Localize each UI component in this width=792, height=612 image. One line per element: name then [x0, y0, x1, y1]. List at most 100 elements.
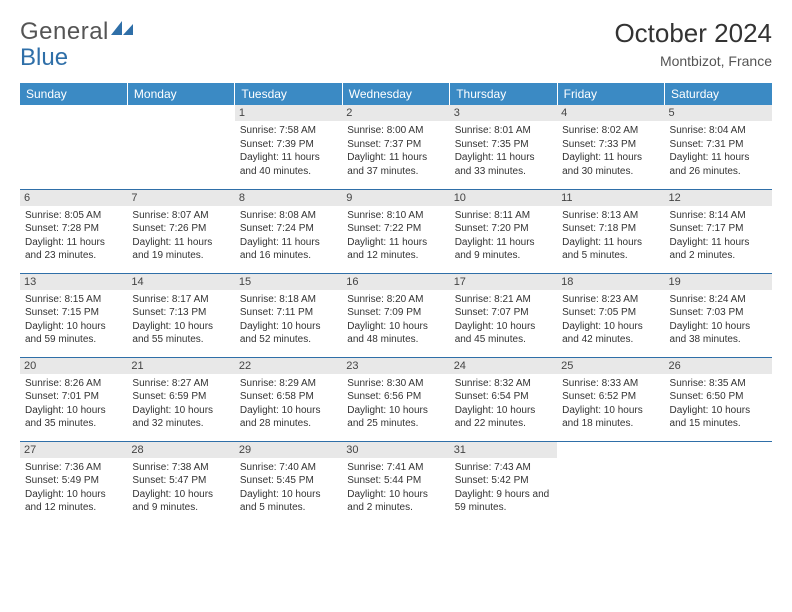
sunset-text: Sunset: 7:17 PM	[670, 222, 767, 236]
day-number: 24	[450, 358, 557, 374]
day-cell: 23Sunrise: 8:30 AMSunset: 6:56 PMDayligh…	[342, 357, 449, 441]
sunrise-text: Sunrise: 8:01 AM	[455, 124, 552, 138]
daylight-text: Daylight: 11 hours and 12 minutes.	[347, 236, 444, 263]
day-number: 21	[127, 358, 234, 374]
sunrise-text: Sunrise: 8:04 AM	[670, 124, 767, 138]
daylight-text: Daylight: 10 hours and 15 minutes.	[670, 404, 767, 431]
sunset-text: Sunset: 7:20 PM	[455, 222, 552, 236]
sunset-text: Sunset: 7:37 PM	[347, 138, 444, 152]
daylight-text: Daylight: 10 hours and 38 minutes.	[670, 320, 767, 347]
day-details: Sunrise: 8:27 AMSunset: 6:59 PMDaylight:…	[132, 377, 229, 431]
daylight-text: Daylight: 10 hours and 5 minutes.	[240, 488, 337, 515]
sunset-text: Sunset: 7:22 PM	[347, 222, 444, 236]
sunrise-text: Sunrise: 8:15 AM	[25, 293, 122, 307]
sunset-text: Sunset: 6:52 PM	[562, 390, 659, 404]
sunrise-text: Sunrise: 7:40 AM	[240, 461, 337, 475]
sunrise-text: Sunrise: 8:32 AM	[455, 377, 552, 391]
sunrise-text: Sunrise: 8:10 AM	[347, 209, 444, 223]
daylight-text: Daylight: 11 hours and 5 minutes.	[562, 236, 659, 263]
daylight-text: Daylight: 10 hours and 2 minutes.	[347, 488, 444, 515]
day-cell: 28Sunrise: 7:38 AMSunset: 5:47 PMDayligh…	[127, 441, 234, 525]
day-details: Sunrise: 8:24 AMSunset: 7:03 PMDaylight:…	[670, 293, 767, 347]
calendar-table: Sunday Monday Tuesday Wednesday Thursday…	[20, 83, 772, 525]
day-details: Sunrise: 8:05 AMSunset: 7:28 PMDaylight:…	[25, 209, 122, 263]
day-number: 20	[20, 358, 127, 374]
sunset-text: Sunset: 7:03 PM	[670, 306, 767, 320]
sunset-text: Sunset: 7:15 PM	[25, 306, 122, 320]
sunset-text: Sunset: 7:33 PM	[562, 138, 659, 152]
day-cell: 12Sunrise: 8:14 AMSunset: 7:17 PMDayligh…	[665, 189, 772, 273]
day-number: 26	[665, 358, 772, 374]
sunrise-text: Sunrise: 8:35 AM	[670, 377, 767, 391]
day-details: Sunrise: 8:21 AMSunset: 7:07 PMDaylight:…	[455, 293, 552, 347]
daylight-text: Daylight: 10 hours and 25 minutes.	[347, 404, 444, 431]
dayhead-tue: Tuesday	[235, 83, 342, 105]
day-cell: 10Sunrise: 8:11 AMSunset: 7:20 PMDayligh…	[450, 189, 557, 273]
sunset-text: Sunset: 6:54 PM	[455, 390, 552, 404]
day-cell: 25 Sunrise: 8:33 AMSunset: 6:52 PMDayligh…	[557, 357, 664, 441]
day-details: Sunrise: 8:08 AMSunset: 7:24 PMDaylight:…	[240, 209, 337, 263]
day-cell	[557, 441, 664, 525]
day-details: Sunrise: 8:33 AMSunset: 6:52 PMDaylight:…	[562, 377, 659, 431]
dayhead-mon: Monday	[127, 83, 234, 105]
week-row: 27Sunrise: 7:36 AMSunset: 5:49 PMDayligh…	[20, 441, 772, 525]
day-cell	[127, 105, 234, 189]
sunrise-text: Sunrise: 8:17 AM	[132, 293, 229, 307]
day-details: Sunrise: 7:40 AMSunset: 5:45 PMDaylight:…	[240, 461, 337, 515]
day-number: 1	[235, 105, 342, 121]
day-cell: 3Sunrise: 8:01 AMSunset: 7:35 PMDaylight…	[450, 105, 557, 189]
dayhead-sat: Saturday	[665, 83, 772, 105]
daylight-text: Daylight: 10 hours and 52 minutes.	[240, 320, 337, 347]
sunset-text: Sunset: 6:58 PM	[240, 390, 337, 404]
day-details: Sunrise: 7:58 AMSunset: 7:39 PMDaylight:…	[240, 124, 337, 178]
sunrise-text: Sunrise: 8:00 AM	[347, 124, 444, 138]
day-number: 15	[235, 274, 342, 290]
day-number: 5	[665, 105, 772, 121]
day-details: Sunrise: 8:07 AMSunset: 7:26 PMDaylight:…	[132, 209, 229, 263]
sunrise-text: Sunrise: 8:33 AM	[562, 377, 659, 391]
daylight-text: Daylight: 11 hours and 40 minutes.	[240, 151, 337, 178]
sunset-text: Sunset: 7:05 PM	[562, 306, 659, 320]
day-number: 3	[450, 105, 557, 121]
day-cell: 14Sunrise: 8:17 AMSunset: 7:13 PMDayligh…	[127, 273, 234, 357]
logo-sail-icon	[111, 21, 133, 35]
week-row: 6Sunrise: 8:05 AMSunset: 7:28 PMDaylight…	[20, 189, 772, 273]
day-cell: 9 Sunrise: 8:10 AMSunset: 7:22 PMDaylight…	[342, 189, 449, 273]
sunset-text: Sunset: 5:49 PM	[25, 474, 122, 488]
day-number: 25	[557, 358, 664, 374]
sunset-text: Sunset: 5:45 PM	[240, 474, 337, 488]
daylight-text: Daylight: 9 hours and 59 minutes.	[455, 488, 552, 515]
sunrise-text: Sunrise: 8:07 AM	[132, 209, 229, 223]
sunrise-text: Sunrise: 8:08 AM	[240, 209, 337, 223]
sunset-text: Sunset: 7:35 PM	[455, 138, 552, 152]
daylight-text: Daylight: 10 hours and 28 minutes.	[240, 404, 337, 431]
day-number: 19	[665, 274, 772, 290]
day-number: 29	[235, 442, 342, 458]
sunset-text: Sunset: 7:24 PM	[240, 222, 337, 236]
day-cell: 13Sunrise: 8:15 AMSunset: 7:15 PMDayligh…	[20, 273, 127, 357]
day-header-row: Sunday Monday Tuesday Wednesday Thursday…	[20, 83, 772, 105]
day-number: 10	[450, 190, 557, 206]
sunrise-text: Sunrise: 8:24 AM	[670, 293, 767, 307]
day-details: Sunrise: 8:18 AMSunset: 7:11 PMDaylight:…	[240, 293, 337, 347]
day-number: 9	[342, 190, 449, 206]
daylight-text: Daylight: 10 hours and 22 minutes.	[455, 404, 552, 431]
day-cell: 18Sunrise: 8:23 AMSunset: 7:05 PMDayligh…	[557, 273, 664, 357]
day-details: Sunrise: 8:23 AMSunset: 7:05 PMDaylight:…	[562, 293, 659, 347]
daylight-text: Daylight: 10 hours and 59 minutes.	[25, 320, 122, 347]
sunset-text: Sunset: 6:56 PM	[347, 390, 444, 404]
daylight-text: Daylight: 10 hours and 55 minutes.	[132, 320, 229, 347]
sunset-text: Sunset: 7:07 PM	[455, 306, 552, 320]
day-details: Sunrise: 8:10 AMSunset: 7:22 PMDaylight:…	[347, 209, 444, 263]
sunrise-text: Sunrise: 8:20 AM	[347, 293, 444, 307]
sunset-text: Sunset: 7:26 PM	[132, 222, 229, 236]
day-cell: 17Sunrise: 8:21 AMSunset: 7:07 PMDayligh…	[450, 273, 557, 357]
daylight-text: Daylight: 11 hours and 37 minutes.	[347, 151, 444, 178]
dayhead-thu: Thursday	[450, 83, 557, 105]
day-details: Sunrise: 8:02 AMSunset: 7:33 PMDaylight:…	[562, 124, 659, 178]
daylight-text: Daylight: 10 hours and 42 minutes.	[562, 320, 659, 347]
day-number: 22	[235, 358, 342, 374]
sunrise-text: Sunrise: 8:13 AM	[562, 209, 659, 223]
sunrise-text: Sunrise: 7:38 AM	[132, 461, 229, 475]
daylight-text: Daylight: 10 hours and 45 minutes.	[455, 320, 552, 347]
